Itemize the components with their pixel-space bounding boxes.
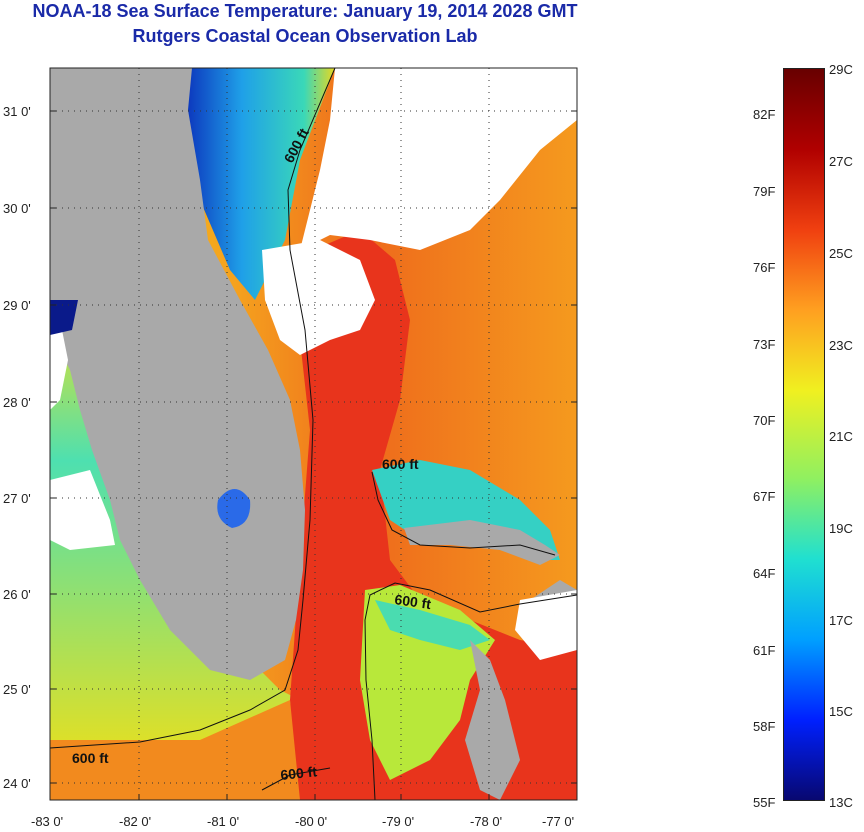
cold-patch — [50, 300, 78, 335]
scale-c-15: 15C — [829, 704, 853, 719]
cloud-area-coast — [50, 330, 68, 410]
scale-c-25: 25C — [829, 246, 853, 261]
scale-c-17: 17C — [829, 613, 853, 628]
scale-c-13: 13C — [829, 795, 853, 810]
cloud-area-east — [515, 590, 577, 660]
scale-f-82: 82F — [753, 107, 776, 122]
contour-label-south: 600 ft — [280, 763, 318, 783]
isobath-south — [261, 767, 331, 791]
scale-c-21: 21C — [829, 429, 853, 444]
contour-label-great-bahama: 600 ft — [394, 591, 433, 612]
scale-c-29: 29C — [829, 62, 853, 77]
lon-label-83: -83 0' — [31, 814, 63, 829]
lat-label-28: 28 0' — [3, 395, 31, 410]
lon-label-82: -82 0' — [119, 814, 151, 829]
lake-okeechobee — [217, 489, 251, 528]
cloud-area-west — [50, 470, 115, 550]
scale-f-76: 76F — [753, 260, 776, 275]
frame-ticks — [50, 110, 577, 800]
isobath-lines — [49, 67, 578, 801]
cloud-area-north — [300, 68, 577, 250]
scale-f-55: 55F — [753, 795, 776, 810]
lon-label-81: -81 0' — [207, 814, 239, 829]
florida-straits-waters — [50, 700, 300, 800]
lat-label-30: 30 0' — [3, 201, 31, 216]
lon-label-80: -80 0' — [295, 814, 327, 829]
lat-label-24: 24 0' — [3, 776, 31, 791]
scale-f-64: 64F — [753, 566, 776, 581]
scale-f-70: 70F — [753, 413, 776, 428]
map-frame — [49, 67, 578, 801]
lon-label-78: -78 0' — [470, 814, 502, 829]
scale-c-23: 23C — [829, 338, 853, 353]
grand-bahama-island — [404, 520, 560, 565]
scale-c-27: 27C — [829, 154, 853, 169]
lon-label-79: -79 0' — [382, 814, 414, 829]
florida-land — [50, 68, 305, 680]
scale-f-67: 67F — [753, 489, 776, 504]
lat-label-27: 27 0' — [3, 491, 31, 506]
andros-island — [465, 640, 520, 800]
graticule — [50, 68, 577, 800]
scale-f-58: 58F — [753, 719, 776, 734]
lat-label-26: 26 0' — [3, 587, 31, 602]
lat-label-25: 25 0' — [3, 682, 31, 697]
map-title: NOAA-18 Sea Surface Temperature: January… — [32, 1, 578, 21]
lat-label-31: 31 0' — [3, 104, 31, 119]
isobath-great-bahama — [364, 582, 578, 801]
isobath-little-bahama — [371, 471, 556, 556]
lat-label-29: 29 0' — [3, 298, 31, 313]
contour-label-southwest: 600 ft — [72, 750, 109, 766]
lon-label-77: -77 0' — [542, 814, 574, 829]
contour-label-little-bahama: 600 ft — [382, 456, 419, 472]
scale-f-79: 79F — [753, 184, 776, 199]
scale-f-73: 73F — [753, 337, 776, 352]
bank-shallows — [375, 600, 490, 650]
isobath-florida — [49, 67, 336, 749]
scale-c-19: 19C — [829, 521, 853, 536]
temperature-color-scale — [783, 68, 825, 801]
map-subtitle: Rutgers Coastal Ocean Observation Lab — [132, 26, 478, 46]
scale-f-61: 61F — [753, 643, 776, 658]
northern-coastal-waters — [180, 68, 335, 300]
cloud-area-central — [262, 240, 375, 355]
